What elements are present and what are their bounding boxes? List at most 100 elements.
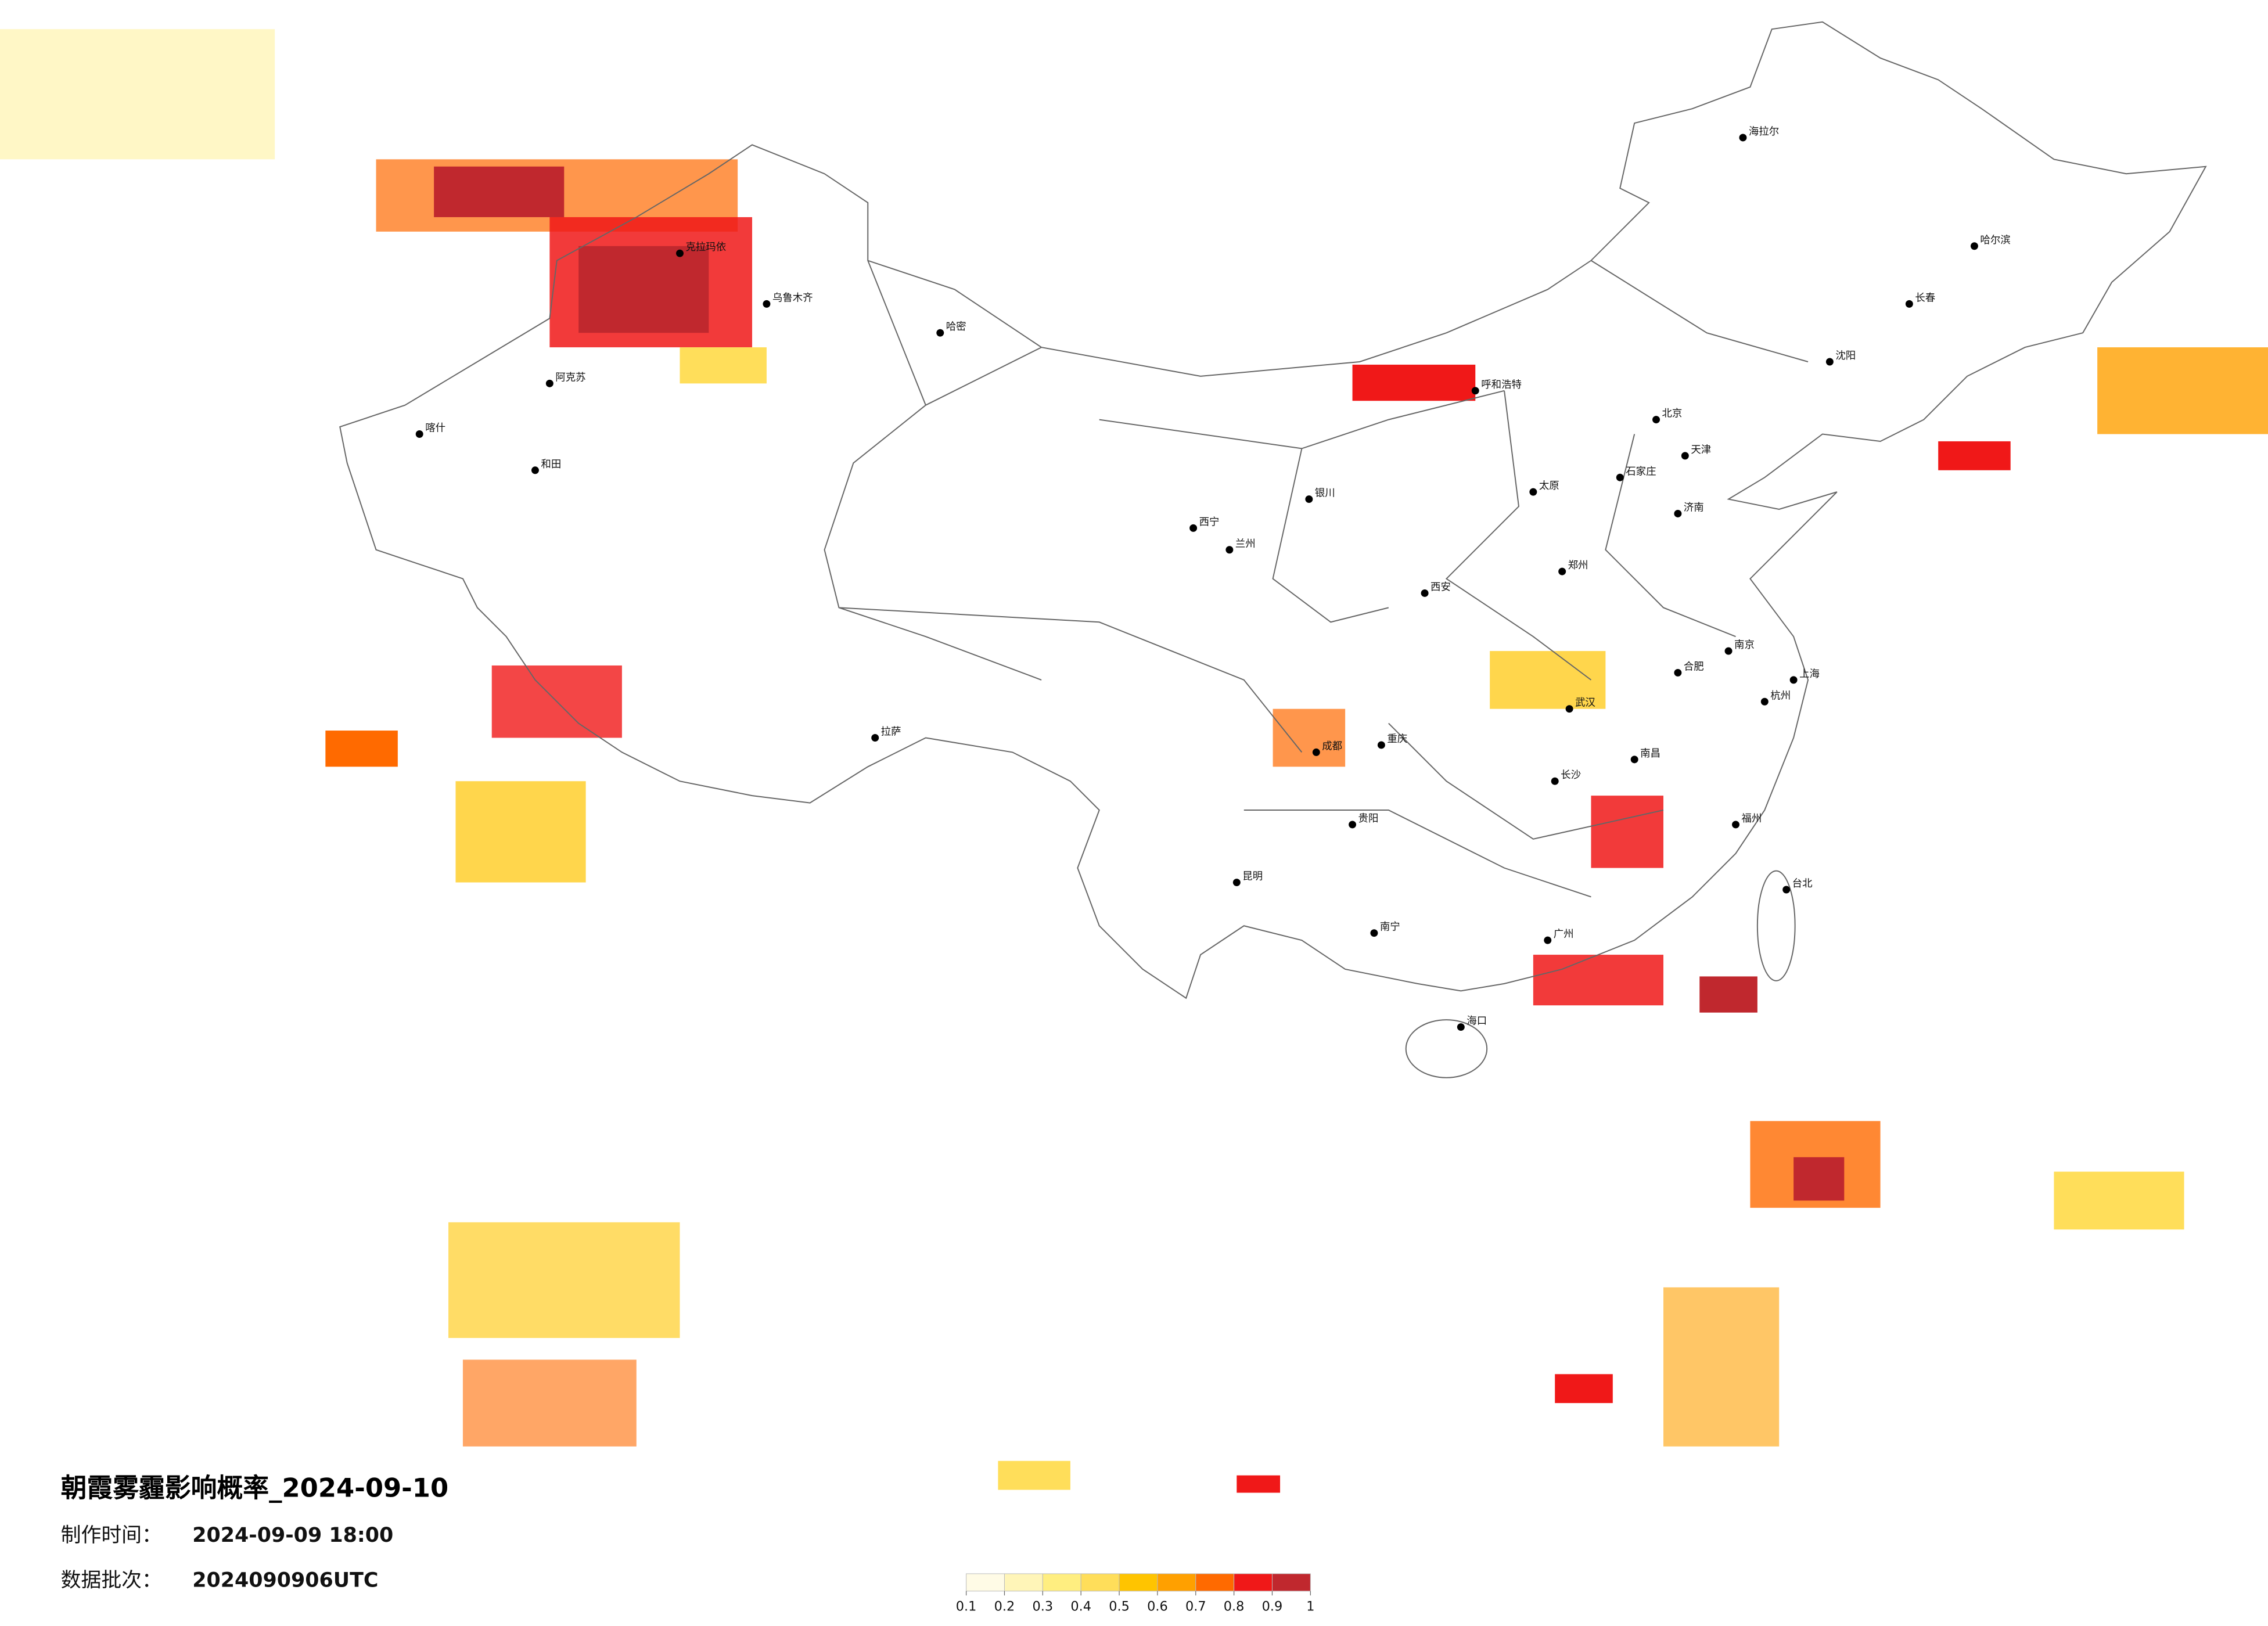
city-dot (1232, 879, 1241, 887)
city-dot (763, 300, 771, 308)
city-dot (1732, 821, 1739, 829)
color-swatch (1119, 1573, 1158, 1592)
city-label: 沈阳 (1835, 350, 1856, 362)
city-dot (1970, 242, 1978, 250)
map-title: 朝霞雾霾影响概率_2024-09-10 (61, 1473, 449, 1503)
city-label: 南昌 (1640, 748, 1660, 760)
city-label: 海拉尔 (1749, 126, 1779, 138)
city-label: 哈尔滨 (1980, 235, 2010, 246)
legend-tick-label: 0.9 (1262, 1599, 1283, 1614)
city-label: 贵阳 (1358, 813, 1379, 825)
color-swatch (1195, 1573, 1235, 1592)
city-dot (1905, 300, 1913, 308)
city-label: 北京 (1662, 408, 1683, 420)
city-dot (1471, 387, 1479, 395)
legend-tick-label: 0.1 (956, 1599, 977, 1614)
city-label: 拉萨 (881, 726, 901, 738)
color-swatch (1271, 1573, 1311, 1592)
legend-tick-label: 0.2 (994, 1599, 1015, 1614)
city-dot (1189, 524, 1198, 532)
city-dot (545, 379, 553, 387)
city-label: 上海 (1799, 668, 1820, 680)
city-label: 太原 (1539, 480, 1559, 492)
city-label: 阿克苏 (555, 372, 585, 383)
city-dot (1544, 936, 1552, 944)
city-dot (1370, 929, 1378, 937)
legend-tick-label: 0.6 (1147, 1599, 1168, 1614)
city-dot (1421, 589, 1429, 597)
city-label: 济南 (1684, 502, 1704, 514)
city-dot (1616, 473, 1624, 481)
city-label: 西安 (1430, 581, 1451, 593)
city-label: 克拉玛依 (685, 242, 726, 253)
legend-tick-label: 0.4 (1070, 1599, 1091, 1614)
city-label: 兰州 (1235, 538, 1256, 550)
colorbar: 0.1 0.2 0.3 0.4 0.5 0.6 0.7 0.8 0.9 1 (956, 1573, 1314, 1614)
city-dot (1377, 741, 1385, 749)
city-label: 天津 (1691, 444, 1711, 456)
city-label: 长春 (1915, 292, 1935, 304)
city-label: 南京 (1734, 639, 1755, 651)
color-swatch (1080, 1573, 1120, 1592)
city-label: 海口 (1467, 1016, 1487, 1027)
city-dot (1312, 748, 1320, 756)
city-dot (1305, 495, 1313, 503)
city-dot (1529, 488, 1537, 496)
city-dot (871, 734, 879, 742)
color-swatch (1042, 1573, 1081, 1592)
city-dot (1674, 668, 1682, 677)
haze-field (0, 29, 2268, 1493)
city-label: 西宁 (1199, 516, 1220, 528)
city-label: 乌鲁木齐 (772, 292, 813, 304)
city-dot (1565, 705, 1573, 713)
city-dot (1457, 1023, 1465, 1031)
city-dot (1739, 134, 1747, 142)
city-dot (1225, 546, 1234, 554)
city-dot (531, 466, 539, 474)
legend-tick-label: 0.8 (1224, 1599, 1245, 1614)
city-dot (1652, 416, 1660, 424)
city-label: 呼和浩特 (1481, 379, 1522, 391)
city-label: 南宁 (1380, 922, 1400, 933)
color-swatch (1234, 1573, 1273, 1592)
legend-tick-label: 0.7 (1185, 1599, 1206, 1614)
city-label: 石家庄 (1626, 466, 1656, 477)
city-dot (1349, 821, 1357, 829)
city-label: 杭州 (1770, 690, 1791, 702)
batch: 2024090906UTC (192, 1569, 378, 1592)
city-label: 喀什 (425, 423, 445, 434)
city-dot (676, 249, 684, 257)
city-dot (1681, 452, 1689, 460)
batch-label: 数据批次： (61, 1569, 162, 1592)
city-dot (936, 329, 944, 337)
city-label: 武汉 (1575, 697, 1595, 709)
city-label: 郑州 (1568, 560, 1588, 571)
made-time: 2024-09-09 18:00 (192, 1524, 393, 1547)
city-label: 昆明 (1242, 871, 1263, 883)
boundaries (339, 21, 2207, 1078)
city-label: 广州 (1554, 929, 1574, 940)
legend-tick-label: 1 (1306, 1599, 1314, 1614)
city-dot (1825, 358, 1834, 366)
city-label: 重庆 (1387, 733, 1407, 745)
city-dot (415, 430, 423, 438)
city-dot (1674, 510, 1682, 517)
city-dot (1551, 777, 1559, 785)
city-dot (1782, 886, 1791, 894)
city-dot (1760, 697, 1769, 706)
city-label: 成都 (1322, 740, 1342, 752)
color-swatch (966, 1573, 1005, 1592)
legend-tick-label: 0.3 (1033, 1599, 1054, 1614)
city-label: 哈密 (946, 321, 966, 333)
city-label: 台北 (1792, 878, 1813, 890)
city-dot (1558, 567, 1566, 575)
city-label: 长沙 (1561, 769, 1581, 781)
city-dot (1789, 676, 1798, 684)
city-label: 合肥 (1684, 661, 1704, 672)
city-dot (1724, 647, 1733, 655)
color-swatch (1004, 1573, 1043, 1592)
color-swatch (1157, 1573, 1196, 1592)
